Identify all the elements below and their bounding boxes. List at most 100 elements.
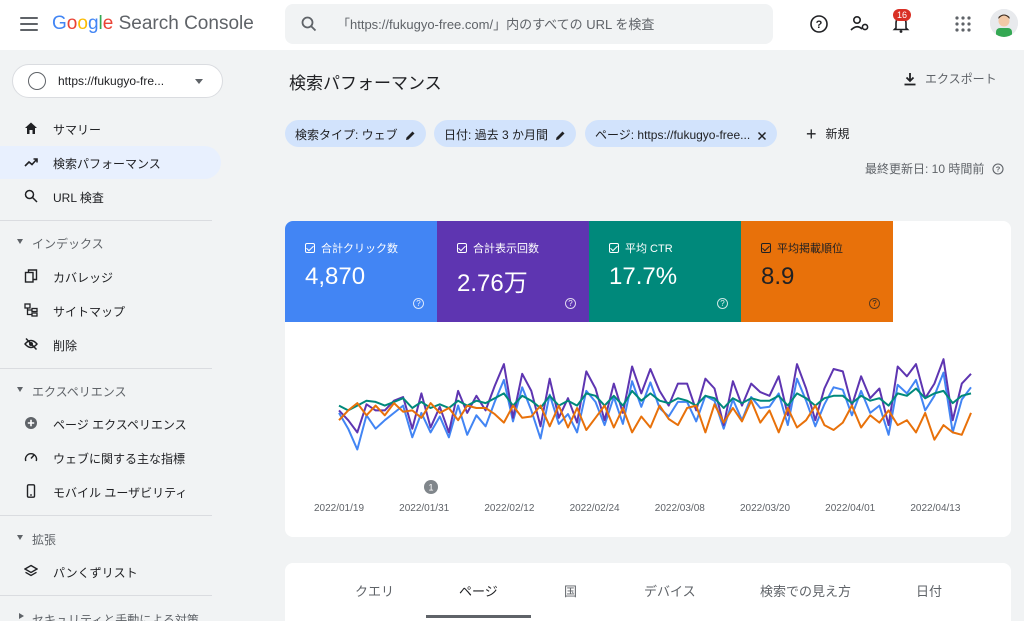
checkbox-checked-icon[interactable] [305, 243, 315, 253]
add-filter-label: 新規 [825, 127, 850, 141]
section-experience[interactable]: エクスペリエンス [0, 377, 221, 403]
notification-badge: 16 [893, 9, 912, 21]
export-button[interactable]: エクスポート [903, 70, 997, 87]
help-icon[interactable]: ? [717, 298, 728, 309]
phone-icon [26, 484, 36, 498]
x-tick-label: 2022/02/12 [484, 503, 534, 514]
property-selector[interactable]: https://fukugyo-fre... [12, 64, 223, 98]
sidebar-item-sitemaps[interactable]: サイトマップ [0, 294, 221, 327]
checkbox-checked-icon[interactable] [761, 243, 771, 253]
chart-series-layer [338, 358, 972, 451]
x-tick-label: 2022/03/20 [740, 503, 790, 514]
x-tick-label: 2022/01/19 [314, 503, 364, 514]
sidebar-item-label: 削除 [53, 339, 78, 353]
sidebar-item-url-inspection[interactable]: URL 検査 [0, 180, 221, 213]
top-app-bar: Google Search Console ? 16 [0, 0, 1024, 50]
sidebar-item-search-performance[interactable]: 検索パフォーマンス [0, 146, 221, 179]
metric-total-clicks[interactable]: 合計クリック数 4,870 ? [285, 221, 437, 322]
series-line-3[interactable] [338, 399, 972, 441]
metric-value: 17.7% [609, 263, 678, 290]
home-icon [25, 122, 37, 134]
section-enhancements[interactable]: 拡張 [0, 525, 221, 551]
metric-value: 8.9 [761, 263, 795, 290]
metric-average-ctr[interactable]: 平均 CTR 17.7% ? [589, 221, 741, 322]
dimension-tabs: クエリ ページ 国 デバイス 検索での見え方 日付 [285, 563, 1011, 621]
tab-queries[interactable]: クエリ [355, 584, 395, 599]
sidebar-item-label: ページ エクスペリエンス [53, 418, 187, 432]
tab-search-appearance[interactable]: 検索での見え方 [760, 584, 852, 599]
sidebar-divider [0, 515, 212, 516]
chevron-down-icon [195, 79, 203, 84]
sidebar-item-core-web-vitals[interactable]: ウェブに関する主な指標 [0, 441, 221, 474]
plus-circle-icon [25, 417, 37, 429]
svg-text:?: ? [995, 165, 1000, 174]
filter-chip-date[interactable]: 日付: 過去 3 か月間 [434, 120, 577, 147]
edit-icon[interactable] [555, 130, 566, 141]
sidebar-item-page-experience[interactable]: ページ エクスペリエンス [0, 407, 221, 440]
sidebar-item-coverage[interactable]: カバレッジ [0, 260, 221, 293]
section-label: 拡張 [32, 533, 57, 547]
x-axis-tick-labels: 2022/01/19 2022/01/31 2022/02/12 2022/02/24… [314, 503, 961, 514]
logo-product: Search Console [118, 13, 254, 34]
tab-countries[interactable]: 国 [564, 584, 578, 599]
eye-off-icon [24, 337, 38, 351]
logo-google: Google [52, 13, 114, 34]
sidebar-divider [0, 220, 212, 221]
coverage-icon [24, 269, 38, 283]
help-icon[interactable]: ? [992, 163, 1004, 175]
sidebar-item-mobile-usability[interactable]: モバイル ユーザビリティ [0, 475, 221, 508]
tab-devices[interactable]: デバイス [644, 584, 696, 599]
section-security[interactable]: セキュリティと手動による対策 [0, 605, 221, 621]
series-line-1[interactable] [338, 358, 972, 434]
help-icon[interactable]: ? [869, 298, 880, 309]
sidebar: https://fukugyo-fre... サマリー 検索パフォーマンス UR… [0, 50, 232, 621]
help-icon[interactable]: ? [565, 298, 576, 309]
avatar[interactable] [990, 9, 1018, 37]
annotation-marker[interactable]: 1 [424, 480, 438, 494]
series-line-0[interactable] [338, 371, 972, 451]
metric-label-text: 合計表示回数 [473, 243, 539, 255]
help-icon[interactable]: ? [808, 13, 830, 35]
checkbox-checked-icon[interactable] [457, 243, 467, 253]
checkbox-checked-icon[interactable] [609, 243, 619, 253]
download-icon [904, 73, 916, 86]
url-inspect-search[interactable] [285, 4, 773, 44]
add-filter-button[interactable]: + 新規 [806, 124, 850, 145]
manage-users-icon[interactable] [849, 13, 871, 35]
layers-icon [24, 564, 38, 577]
metric-total-impressions[interactable]: 合計表示回数 2.76万 ? [437, 221, 589, 322]
sidebar-item-label: カバレッジ [53, 271, 114, 285]
page-title: 検索パフォーマンス [289, 74, 442, 93]
filter-chip-label: 日付: 過去 3 か月間 [444, 128, 549, 142]
section-index[interactable]: インデックス [0, 229, 221, 255]
edit-icon[interactable] [405, 130, 416, 141]
active-tab-indicator [426, 615, 531, 618]
annotation-marker-label: 1 [428, 483, 433, 493]
series-line-2[interactable] [338, 387, 972, 412]
metric-label: 平均掲載順位 [761, 240, 843, 256]
sidebar-item-removals[interactable]: 削除 [0, 328, 221, 361]
close-icon[interactable] [757, 131, 767, 141]
logo[interactable]: Google Search Console [52, 13, 254, 35]
caret-down-icon [17, 535, 23, 540]
filter-chip-search-type[interactable]: 検索タイプ: ウェブ [285, 120, 426, 147]
apps-grid-icon[interactable] [952, 13, 974, 35]
filter-chip-page[interactable]: ページ: https://fukugyo-free... [585, 120, 778, 147]
menu-icon[interactable] [20, 17, 38, 31]
search-input[interactable] [337, 14, 757, 34]
annotation-marker-dot[interactable] [424, 480, 438, 494]
tab-dates[interactable]: 日付 [916, 584, 943, 599]
caret-down-icon [17, 239, 23, 244]
tab-pages[interactable]: ページ [459, 584, 498, 599]
help-icon[interactable]: ? [413, 298, 424, 309]
metric-label: 平均 CTR [609, 240, 673, 256]
performance-line-chart[interactable]: 1 2022/01/19 2022/01/31 2022/02/12 2022/02/… [285, 331, 1011, 537]
sidebar-item-summary[interactable]: サマリー [0, 112, 221, 145]
last-updated: 最終更新日: 10 時間前 ? [865, 160, 1004, 177]
filter-chip-label: 検索タイプ: ウェブ [295, 128, 398, 142]
metric-average-position[interactable]: 平均掲載順位 8.9 ? [741, 221, 893, 322]
section-label: セキュリティと手動による対策 [32, 613, 199, 621]
sidebar-item-breadcrumbs[interactable]: パンくずリスト [0, 555, 221, 588]
search-icon [24, 189, 38, 203]
metric-label-text: 合計クリック数 [321, 243, 398, 255]
